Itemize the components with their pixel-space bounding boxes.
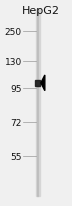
Text: 72: 72 [11, 118, 22, 127]
Text: 130: 130 [5, 57, 22, 66]
Text: 55: 55 [10, 152, 22, 161]
Bar [35, 80, 40, 87]
Text: 250: 250 [5, 27, 22, 36]
Text: 95: 95 [10, 84, 22, 93]
Text: HepG2: HepG2 [22, 6, 60, 16]
Polygon shape [41, 76, 45, 91]
Bar [36, 10, 40, 196]
Bar [37, 10, 38, 196]
